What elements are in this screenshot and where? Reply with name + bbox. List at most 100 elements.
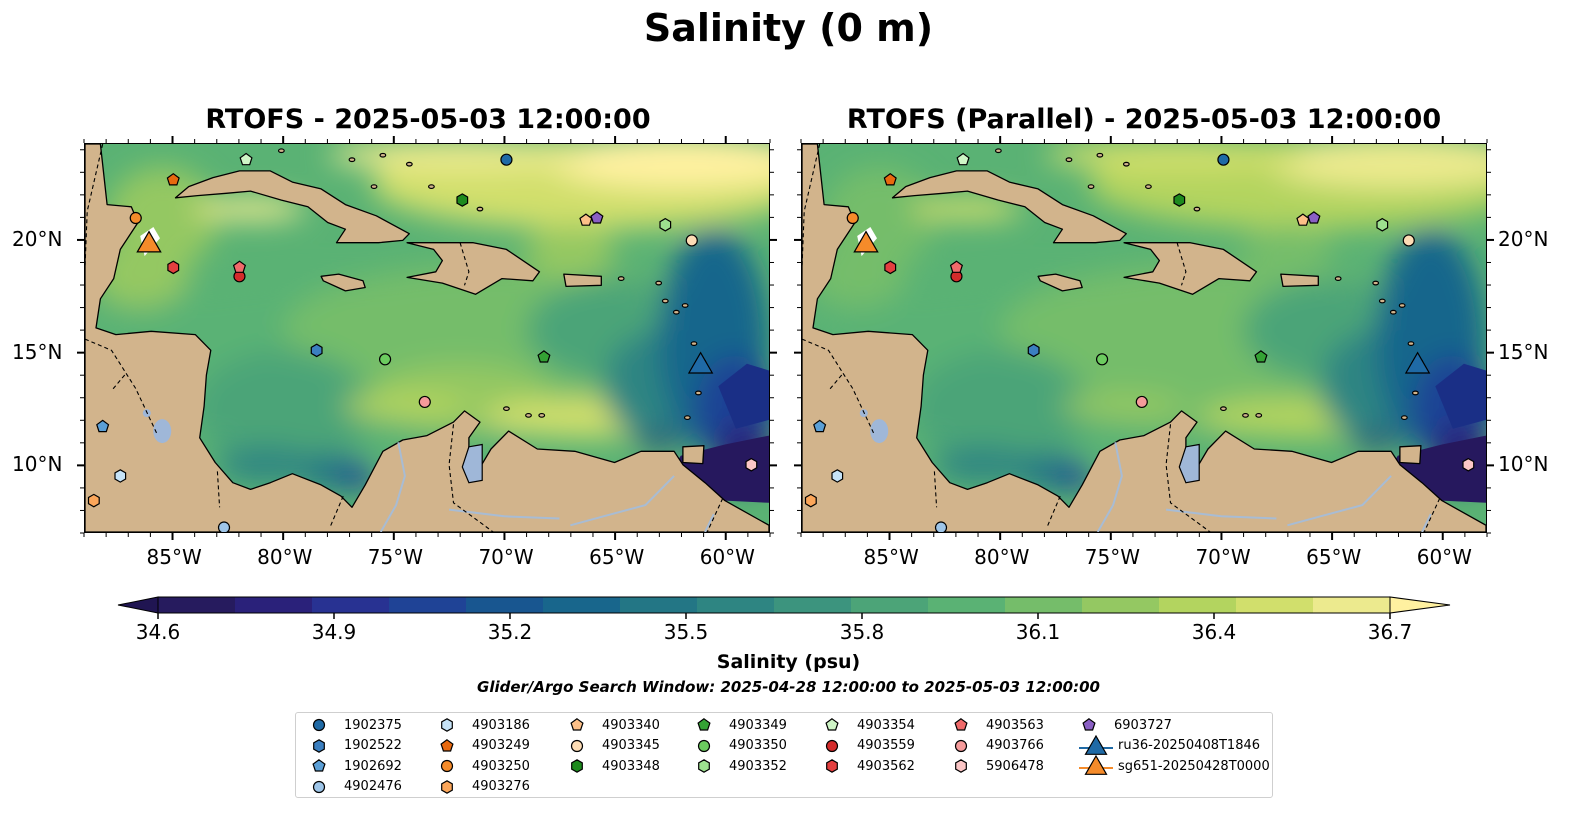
colorbar-segment [1082, 597, 1160, 613]
marker-4903354 [956, 152, 970, 166]
legend-marker-4903349 [697, 718, 711, 731]
small-island [1122, 161, 1130, 167]
small-island [379, 152, 387, 158]
lon-tick-label: 80°W [257, 545, 313, 569]
pentagon-marker-icon [954, 718, 968, 731]
colorbar-segment [697, 597, 775, 613]
pentagon-marker-icon [825, 718, 839, 731]
marker-4903348 [1173, 193, 1186, 207]
legend-entry: 4903340 [566, 715, 660, 735]
small-island [683, 415, 691, 421]
marker-1902375 [1217, 153, 1230, 166]
map-panel-left[interactable] [84, 143, 770, 533]
salinity-map-right [802, 144, 1486, 532]
pentagon-marker-icon [570, 718, 584, 731]
map-panel-right[interactable] [801, 143, 1487, 533]
panel-title-right: RTOFS (Parallel) - 2025-05-03 12:00:00 [846, 104, 1442, 135]
country-border [85, 144, 104, 268]
legend-label: 4903352 [729, 758, 787, 774]
colorbar-tick-label: 35.2 [487, 620, 533, 644]
legend-label: 1902692 [344, 758, 402, 774]
plume-filament [718, 363, 769, 429]
colorbar-segment [1313, 597, 1391, 613]
country-border [933, 471, 938, 508]
land-jamaica [1037, 273, 1083, 292]
small-island [1411, 390, 1419, 396]
marker-sg651-20250428T0000 [136, 230, 162, 253]
country-border [828, 374, 843, 392]
salinity-map-left [85, 144, 769, 532]
legend-marker-ru36-20250408T1846 [1084, 734, 1108, 755]
marker-4903352 [659, 217, 672, 232]
legend-label: 4903340 [602, 717, 660, 733]
marker-1902375 [500, 153, 513, 166]
salinity-field-patch [912, 197, 1023, 221]
legend-entry: 1902692 [308, 756, 402, 776]
lake-nicaragua [870, 419, 889, 444]
salinity-field-patch [327, 144, 593, 171]
river [1287, 475, 1392, 527]
salinity-field-patch [1351, 433, 1400, 447]
country-border [448, 424, 494, 532]
colorbar-segment [1236, 597, 1314, 613]
legend-marker-4903276 [441, 779, 453, 794]
legend-label: 6903727 [1114, 717, 1172, 733]
triangle-marker-icon [1079, 734, 1113, 755]
land-hispaniola [406, 242, 541, 295]
colorbar-segment [851, 597, 929, 613]
colorbar-segment [1159, 597, 1237, 613]
legend-entry: 1902522 [308, 736, 402, 756]
small-island [1334, 276, 1342, 281]
legend-marker-1902375 [312, 718, 326, 732]
marker-4903186 [831, 469, 844, 483]
legend-marker-4903562 [826, 759, 838, 773]
circle-marker-icon [312, 718, 326, 732]
legend-marker-4903250 [440, 759, 454, 773]
search-window-text: Glider/Argo Search Window: 2025-04-28 12… [477, 678, 1100, 696]
land-centralAmerica [802, 144, 1486, 532]
marker-sg651-20250428T0000 [853, 230, 879, 253]
country-border [329, 495, 344, 528]
circle-marker-icon [570, 739, 584, 752]
colorbar-tick-label: 36.1 [1015, 620, 1061, 644]
colorbar-segment [235, 597, 313, 613]
salinity-field-patch [195, 197, 306, 221]
marker-4903276 [804, 493, 817, 508]
legend-label: 4903249 [472, 738, 530, 753]
panel-title-left: RTOFS - 2025-05-03 12:00:00 [205, 104, 651, 135]
lon-tick-label: 60°W [1416, 545, 1472, 569]
lon-tick-label: 75°W [367, 545, 424, 569]
legend-marker-4903340 [570, 718, 584, 731]
colorbar-segment [774, 597, 852, 613]
marker-1902692 [96, 419, 110, 433]
legend-entry: 4903276 [436, 777, 530, 797]
legend-entry: 5906478 [950, 756, 1044, 776]
land-centralAmerica [85, 144, 769, 532]
small-island [503, 406, 510, 412]
legend-entry: 1902375 [308, 715, 402, 735]
lake-nicaragua [153, 419, 172, 444]
country-border [216, 471, 221, 508]
legend-label: 4903350 [729, 738, 787, 753]
small-island [681, 303, 689, 308]
legend-entry: 4903348 [566, 756, 660, 776]
legend-entry: 4903354 [821, 715, 915, 735]
small-island [672, 309, 680, 315]
marker-4903250 [129, 211, 142, 225]
circle-marker-icon [440, 759, 454, 773]
marker-4903766 [418, 395, 431, 409]
pentagon-marker-icon [1082, 718, 1096, 731]
lon-tick-label: 65°W [589, 545, 645, 569]
lon-tick-label: 60°W [699, 545, 755, 569]
marker-5906478 [745, 457, 758, 472]
marker-4903563 [949, 260, 964, 273]
pentagon-marker-icon [440, 738, 454, 752]
small-island [348, 157, 356, 163]
marker-4903345 [685, 234, 698, 247]
legend-marker-4903352 [698, 759, 710, 773]
marker-4903352 [1376, 217, 1389, 232]
legend-marker-4903345 [570, 739, 584, 752]
colorbar-tick-label: 35.5 [663, 620, 709, 644]
small-island [1096, 152, 1104, 158]
legend-entry: 6903727 [1078, 715, 1172, 735]
